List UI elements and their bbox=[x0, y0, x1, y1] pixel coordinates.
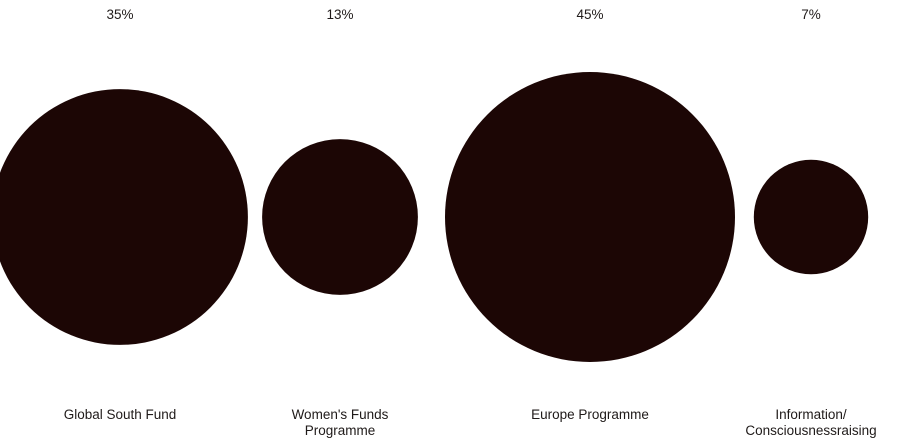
bubble-0 bbox=[0, 89, 248, 345]
category-label-1-0: Women's Funds bbox=[292, 407, 389, 422]
bubble-1 bbox=[262, 139, 418, 295]
category-label-0-0: Global South Fund bbox=[64, 407, 177, 422]
value-label-2: 45% bbox=[576, 7, 603, 22]
category-label-3-1: Consciousnessraising bbox=[745, 423, 876, 438]
bubble-3 bbox=[753, 159, 869, 275]
value-label-1: 13% bbox=[326, 7, 353, 22]
value-label-0: 35% bbox=[106, 7, 133, 22]
bubble-2 bbox=[445, 72, 735, 362]
category-label-1-1: Programme bbox=[305, 423, 376, 438]
category-label-3-0: Information/ bbox=[775, 407, 847, 422]
category-label-2-0: Europe Programme bbox=[531, 407, 649, 422]
value-label-3: 7% bbox=[801, 7, 821, 22]
